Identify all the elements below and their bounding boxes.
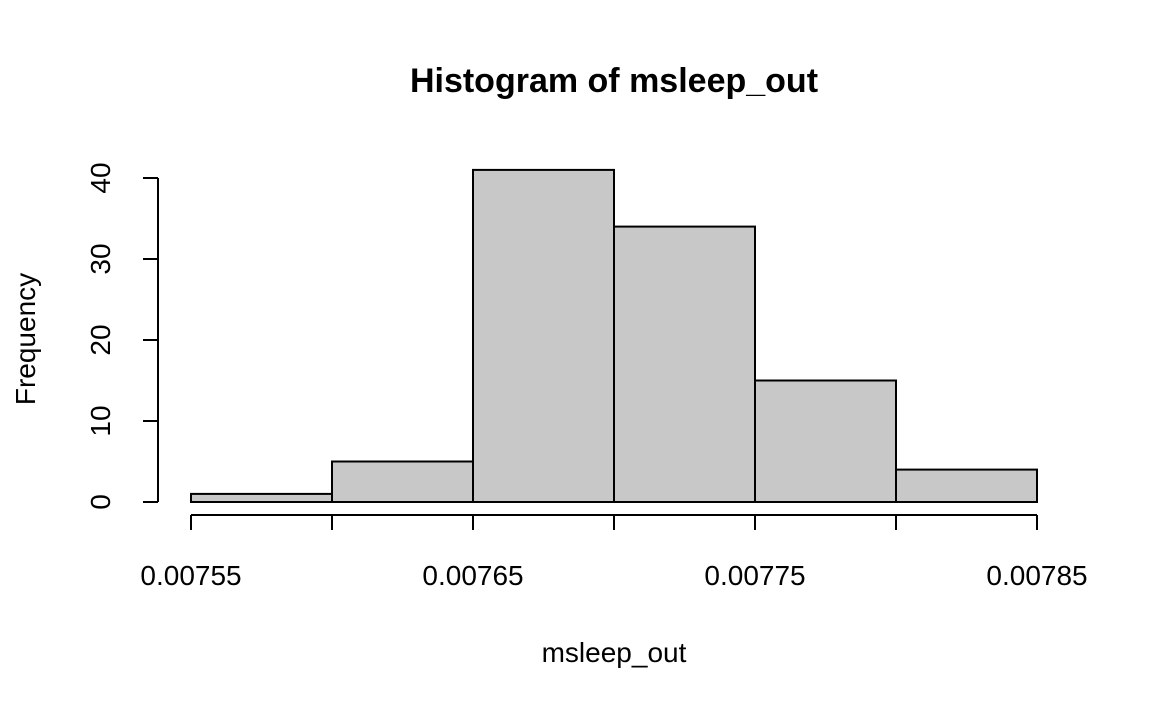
y-axis-label: Frequency bbox=[10, 273, 41, 405]
x-axis-label: msleep_out bbox=[542, 637, 687, 668]
x-tick-label: 0.00775 bbox=[704, 560, 805, 591]
histogram-bar bbox=[472, 168, 615, 503]
histogram-bar bbox=[190, 492, 333, 503]
x-tick-label: 0.00755 bbox=[140, 560, 241, 591]
histogram-bar bbox=[613, 225, 756, 503]
histogram-bar bbox=[895, 468, 1038, 504]
x-tick-label: 0.00765 bbox=[422, 560, 523, 591]
chart-title: Histogram of msleep_out bbox=[410, 62, 818, 100]
y-axis: 0 10 20 30 40 bbox=[85, 162, 159, 510]
x-axis: 0.00755 0.00765 0.00775 0.00785 bbox=[140, 514, 1088, 591]
x-tick-label: 0.00785 bbox=[986, 560, 1087, 591]
y-tick-label: 20 bbox=[85, 324, 116, 355]
histogram-bar bbox=[754, 379, 897, 503]
bars-group bbox=[190, 168, 1038, 504]
y-tick-label: 40 bbox=[85, 162, 116, 193]
histogram-bar bbox=[331, 460, 474, 503]
y-tick-label: 0 bbox=[85, 494, 116, 510]
y-tick-label: 10 bbox=[85, 405, 116, 436]
y-tick-label: 30 bbox=[85, 243, 116, 274]
